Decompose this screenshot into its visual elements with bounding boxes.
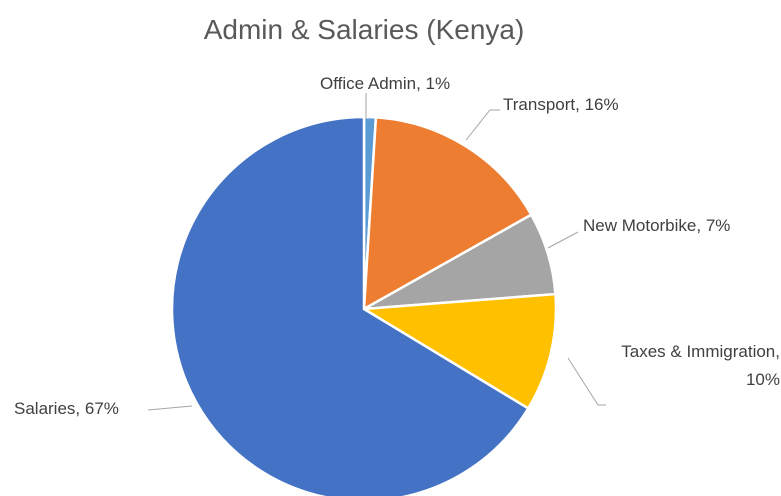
pie-slice: Taxes & Immigration bbox=[360, 292, 558, 411]
pie: Office AdminTransportNew MotorbikeTaxes … bbox=[170, 115, 558, 496]
leader-line bbox=[567, 357, 606, 406]
data-label: New Motorbike, 7% bbox=[583, 216, 731, 235]
data-label: Taxes & Immigration, 10% bbox=[621, 342, 780, 389]
chart-title: Admin & Salaries (Kenya) bbox=[203, 14, 525, 45]
leader-line bbox=[465, 109, 500, 141]
leader-line bbox=[547, 231, 579, 249]
leader-line bbox=[147, 405, 193, 411]
data-label: Salaries, 67% bbox=[14, 399, 119, 418]
pie-slice: Transport bbox=[362, 116, 533, 312]
data-label: Office Admin, 1% bbox=[320, 74, 451, 93]
data-label: Transport, 16% bbox=[503, 95, 619, 114]
pie-slice: Salaries bbox=[170, 115, 530, 496]
